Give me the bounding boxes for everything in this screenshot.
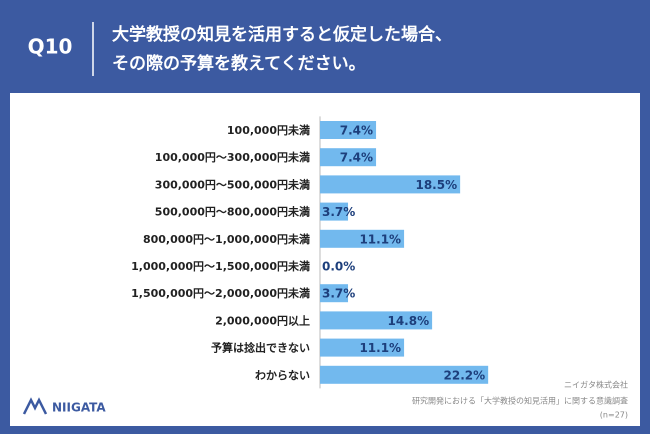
value-label: 3.7% [322,205,355,219]
value-label: 7.4% [340,124,373,138]
bar [320,284,349,303]
bar [320,121,377,139]
bar [320,338,405,357]
value-label: 11.1% [359,232,401,246]
value-label: 3.7% [322,287,355,301]
value-label: 22.2% [444,368,486,382]
value-label: 7.4% [340,151,373,165]
category-label: 2,000,000円以上 [215,313,310,327]
bar [320,148,377,167]
title-line: 大学教授の知見を活用すると仮定した場合、 [112,24,452,45]
value-label: 0.0% [322,260,355,274]
source-line: 研究開発における「大学教授の知見活用」に関する意識調査 [412,396,628,406]
category-label: 300,000円〜500,000円未満 [155,177,310,191]
category-label: 800,000円〜1,000,000円未満 [143,232,310,246]
category-label: わからない [255,369,310,382]
source-line: (n=27) [600,411,628,420]
category-label: 100,000円〜300,000円未満 [155,150,310,164]
bar [320,175,461,194]
bar [320,229,405,248]
category-label: 1,500,000円〜2,000,000円未満 [131,286,310,300]
value-label: 14.8% [387,314,429,328]
bar [320,365,489,384]
bar [320,311,433,330]
category-label: 100,000円未満 [227,123,310,137]
value-label: 18.5% [415,178,457,192]
value-label: 11.1% [359,341,401,355]
logo: NIIGATA [22,397,106,415]
logo-text: NIIGATA [52,401,106,415]
source-line: ニイガタ株式会社 [564,380,628,390]
question-number: Q10 [28,35,73,59]
category-label: 1,000,000円〜1,500,000円未満 [131,259,310,273]
title-line: その際の予算を教えてください。 [112,53,366,74]
logo-mark [22,397,48,415]
category-label: 予算は捻出できない [211,341,310,355]
category-label: 500,000円〜800,000円未満 [155,205,310,219]
bar [320,202,349,221]
